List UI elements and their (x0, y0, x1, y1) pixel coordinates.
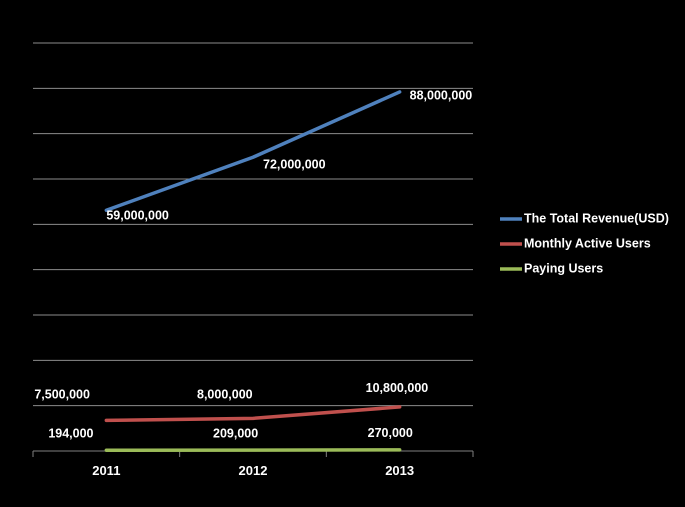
legend-label: Monthly Active Users (524, 236, 651, 250)
series-lines (106, 92, 399, 450)
data-label: 59,000,000 (106, 209, 169, 223)
legend: The Total Revenue(USD) Monthly Active Use… (500, 211, 669, 275)
legend-label: Paying Users (524, 261, 603, 275)
data-label: 88,000,000 (410, 88, 473, 102)
data-label: 7,500,000 (34, 388, 90, 402)
data-label: 8,000,000 (197, 388, 253, 402)
legend-label: The Total Revenue(USD) (524, 211, 669, 225)
data-label: 10,800,000 (366, 381, 429, 395)
x-tick-label: 2011 (92, 463, 120, 478)
data-label: 194,000 (48, 427, 93, 441)
data-label: 209,000 (213, 426, 258, 440)
x-axis: 2011 2012 2013 (33, 451, 473, 478)
data-labels: 59,000,000 72,000,000 88,000,000 7,500,000 8… (34, 88, 472, 440)
data-label: 72,000,000 (263, 158, 326, 172)
series-line-1 (106, 407, 399, 420)
x-tick-label: 2013 (385, 463, 414, 478)
series-line-0 (106, 92, 399, 210)
data-label: 270,000 (368, 426, 413, 440)
x-tick-label: 2012 (239, 463, 268, 478)
